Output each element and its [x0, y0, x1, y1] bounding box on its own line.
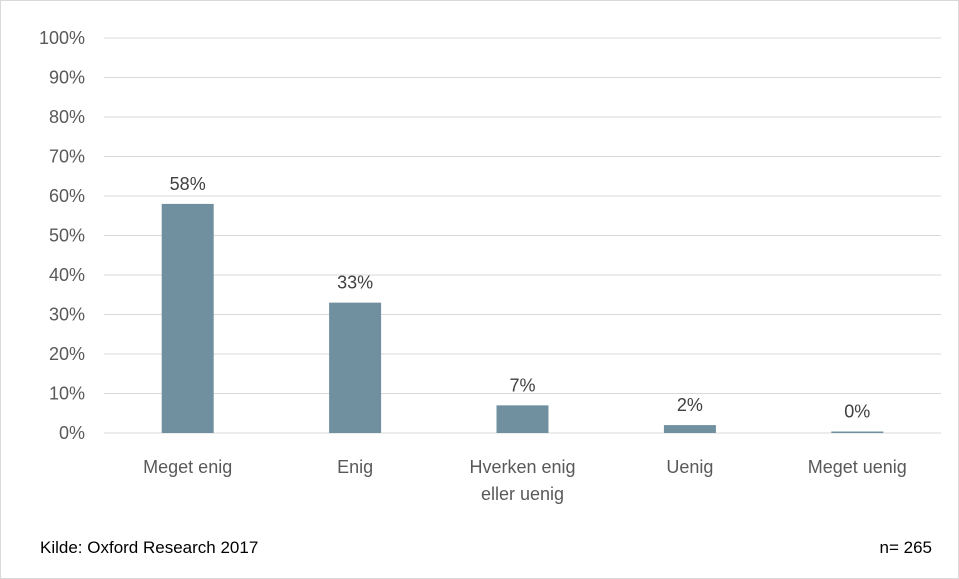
bar — [663, 425, 716, 433]
bar — [831, 431, 884, 433]
data-label: 58% — [170, 174, 206, 194]
y-tick-label: 60% — [49, 186, 85, 206]
bar — [329, 302, 382, 433]
bar — [496, 405, 549, 433]
data-label: 33% — [337, 273, 373, 293]
y-tick-label: 0% — [59, 423, 85, 443]
sample-size: n= 265 — [879, 538, 932, 557]
source-note: Kilde: Oxford Research 2017 — [40, 538, 259, 557]
y-tick-label: 20% — [49, 344, 85, 364]
y-tick-label: 70% — [49, 147, 85, 167]
y-tick-label: 40% — [49, 265, 85, 285]
y-tick-label: 50% — [49, 226, 85, 246]
data-label: 0% — [844, 402, 870, 422]
x-tick-label: Meget enig — [143, 457, 232, 477]
y-tick-label: 30% — [49, 305, 85, 325]
bar — [161, 203, 214, 433]
x-tick-label: Uenig — [666, 457, 713, 477]
data-label: 7% — [509, 375, 535, 395]
y-tick-label: 90% — [49, 68, 85, 88]
x-tick-label: Meget uenig — [808, 457, 907, 477]
y-tick-label: 80% — [49, 107, 85, 127]
x-tick-label: eller uenig — [481, 484, 564, 504]
y-tick-label: 100% — [39, 28, 85, 48]
data-label: 2% — [677, 395, 703, 415]
x-tick-label: Hverken enig — [469, 457, 575, 477]
y-tick-label: 10% — [49, 384, 85, 404]
bar-chart: 0% 10% 20% 30% 40% 50% 60% 70% 80% 90% 100% 58% Mege… — [39, 28, 941, 504]
x-tick-label: Enig — [337, 457, 373, 477]
